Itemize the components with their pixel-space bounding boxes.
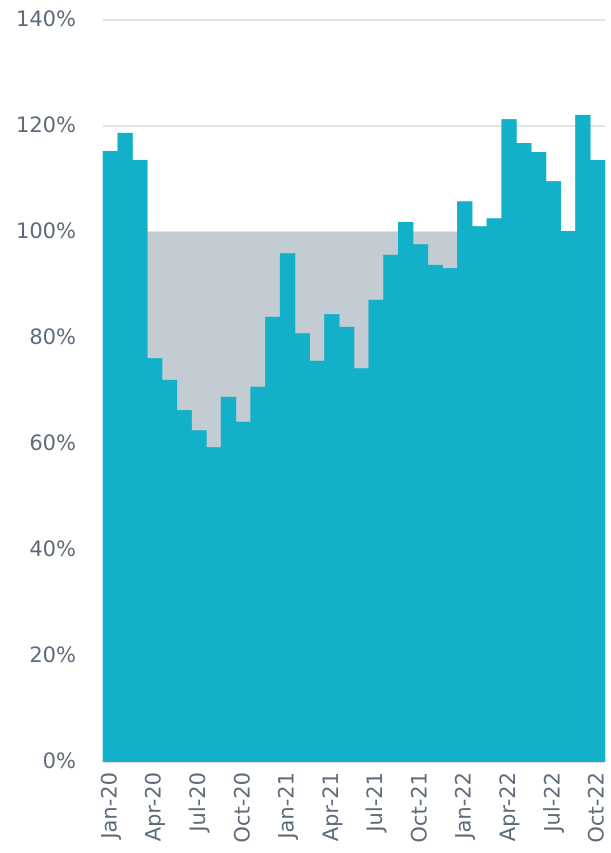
area-step (265, 316, 281, 762)
x-tick-label: Jan-21 (275, 772, 299, 841)
x-tick-label: Jan-20 (97, 772, 121, 841)
area-step (206, 447, 222, 762)
area-step (132, 159, 148, 763)
area-step (530, 151, 547, 763)
area-step (117, 132, 133, 762)
area-step (161, 379, 178, 762)
area-step (545, 181, 562, 762)
y-tick-label: 0% (43, 749, 76, 773)
area-step (412, 244, 429, 762)
area-step (486, 218, 502, 763)
area-step (338, 326, 355, 762)
area-step (442, 268, 458, 762)
area-step (501, 119, 517, 763)
area-step (102, 150, 119, 762)
area-step (250, 386, 266, 762)
area-step (324, 314, 340, 762)
area-step (235, 421, 251, 762)
x-tick-label: Oct-22 (585, 772, 609, 843)
area-step (146, 358, 163, 762)
area-step (397, 221, 414, 762)
y-tick-label: 60% (29, 431, 76, 455)
y-tick-label: 80% (29, 325, 76, 349)
area-step (294, 333, 311, 762)
y-tick-label: 140% (16, 7, 76, 31)
x-tick-label: Apr-20 (142, 772, 166, 841)
area-step (368, 299, 384, 762)
x-tick-label: Oct-20 (230, 772, 254, 843)
area-step (383, 254, 399, 763)
area-step (427, 264, 443, 762)
x-tick-label: Apr-22 (496, 772, 520, 841)
area-step (309, 360, 325, 762)
y-tick-label: 100% (16, 219, 76, 243)
area-step (457, 201, 473, 762)
x-tick-label: Jan-22 (452, 772, 476, 841)
x-tick-label: Apr-21 (319, 772, 343, 841)
y-tick-label: 20% (29, 643, 76, 667)
area-step (353, 368, 370, 762)
area-step (279, 253, 296, 762)
area-step (516, 142, 532, 762)
area-step (589, 159, 606, 763)
y-tick-label: 40% (29, 537, 76, 561)
area-step (471, 226, 488, 763)
area-step (191, 430, 207, 762)
x-tick-label: Oct-21 (407, 772, 431, 843)
x-tick-label: Jul-22 (540, 772, 564, 834)
x-tick-label: Jul-21 (363, 772, 387, 834)
area-step (176, 410, 192, 762)
area-step (560, 230, 576, 762)
area-step (575, 114, 591, 763)
area-step (220, 396, 237, 762)
x-tick-label: Jul-20 (186, 772, 210, 834)
y-tick-label: 120% (16, 113, 76, 137)
